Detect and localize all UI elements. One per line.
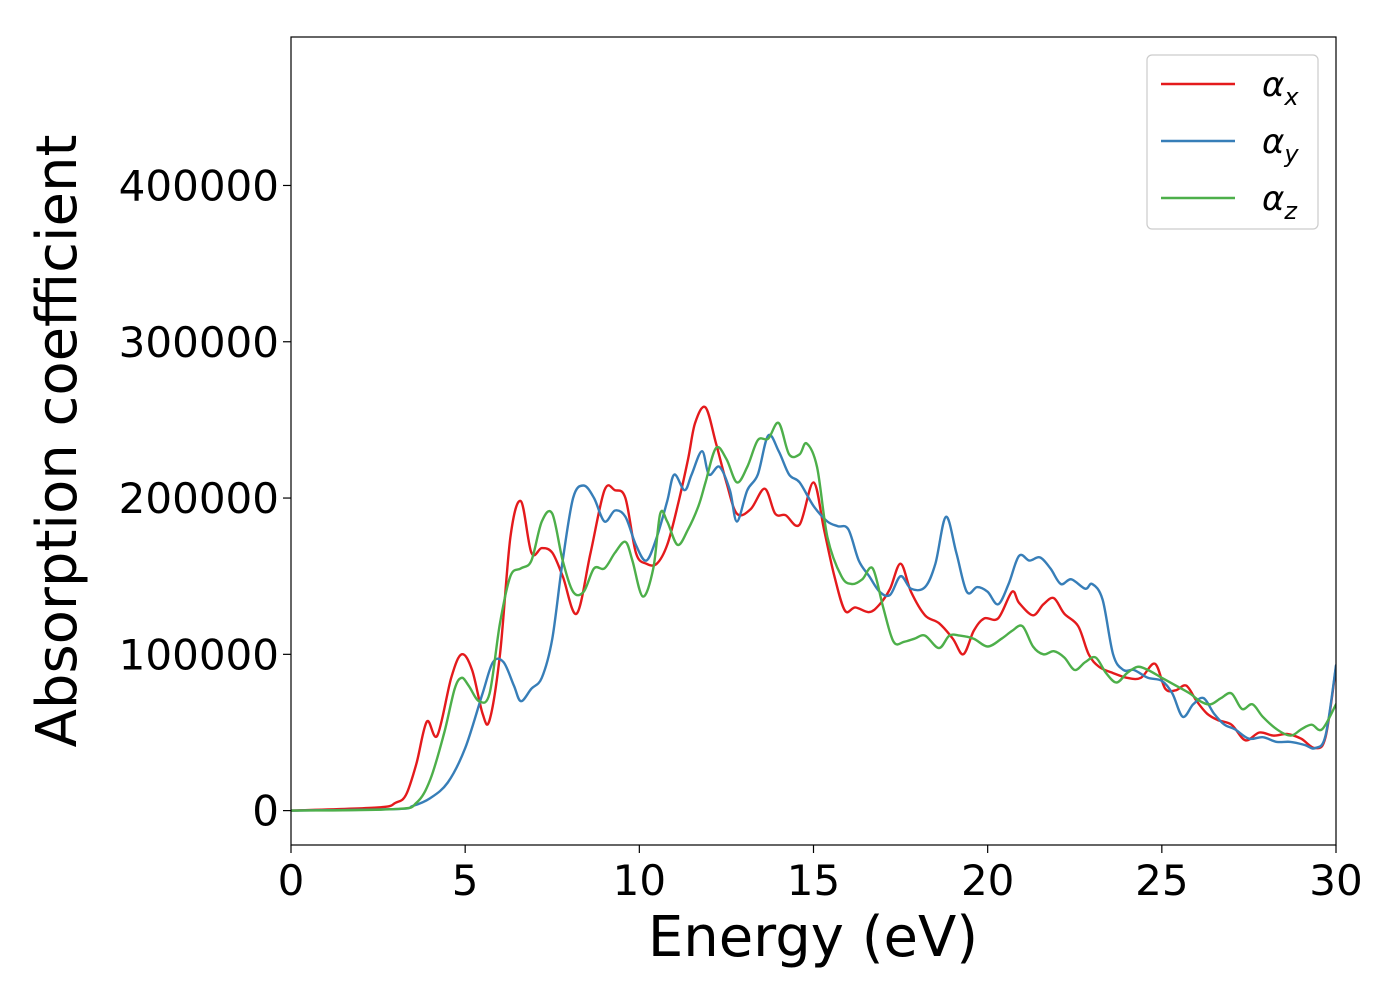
x-tick-label: 20 <box>961 856 1014 905</box>
y-tick-label: 400000 <box>119 161 279 210</box>
y-axis: 0 100000 200000 300000 400000 <box>119 161 291 836</box>
x-tick-label: 30 <box>1309 856 1362 905</box>
x-tick-label: 0 <box>278 856 305 905</box>
x-tick-label: 5 <box>452 856 479 905</box>
x-tick-label: 10 <box>613 856 666 905</box>
series-layer <box>291 405 1336 812</box>
series-line-alpha-x <box>291 405 1336 812</box>
x-axis: 0 5 10 15 20 25 30 <box>278 845 1363 905</box>
y-tick-label: 100000 <box>119 630 279 679</box>
x-tick-label: 15 <box>787 856 840 905</box>
y-tick-label: 200000 <box>119 474 279 523</box>
series-line-alpha-z <box>291 421 1336 812</box>
y-axis-label: Absorption coefficient <box>25 135 90 748</box>
y-tick-label: 300000 <box>119 318 279 367</box>
x-axis-label: Energy (eV) <box>648 905 978 970</box>
y-tick-label: 0 <box>252 787 279 836</box>
x-tick-label: 25 <box>1135 856 1188 905</box>
